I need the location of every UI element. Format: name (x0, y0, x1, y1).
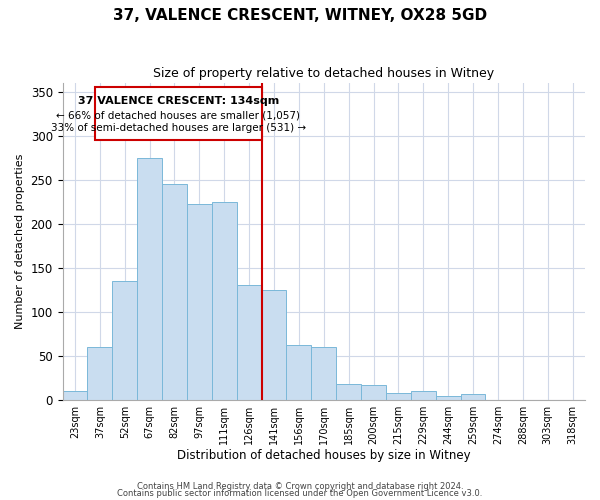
Bar (236, 286, 262, 400)
Bar (262, 290, 286, 400)
Bar (88, 347, 112, 400)
Title: Size of property relative to detached houses in Witney: Size of property relative to detached ho… (153, 68, 494, 80)
Text: Contains public sector information licensed under the Open Government Licence v3: Contains public sector information licen… (118, 489, 482, 498)
X-axis label: Distribution of detached houses by size in Witney: Distribution of detached houses by size … (177, 450, 470, 462)
Bar (361, 385, 386, 400)
Bar (286, 345, 311, 400)
Bar (137, 158, 162, 400)
Text: 33% of semi-detached houses are larger (531) →: 33% of semi-detached houses are larger (… (50, 122, 306, 132)
Text: Contains HM Land Registry data © Crown copyright and database right 2024.: Contains HM Land Registry data © Crown c… (137, 482, 463, 491)
Bar (461, 394, 485, 400)
Bar (187, 204, 212, 400)
Bar (212, 202, 236, 400)
FancyBboxPatch shape (95, 88, 262, 140)
Bar (311, 347, 336, 400)
Bar (62, 391, 88, 400)
Y-axis label: Number of detached properties: Number of detached properties (15, 154, 25, 329)
Bar (162, 184, 187, 400)
Bar (336, 384, 361, 400)
Bar (436, 396, 461, 400)
Text: ← 66% of detached houses are smaller (1,057): ← 66% of detached houses are smaller (1,… (56, 110, 300, 120)
Bar (411, 391, 436, 400)
Bar (386, 392, 411, 400)
Text: 37 VALENCE CRESCENT: 134sqm: 37 VALENCE CRESCENT: 134sqm (77, 96, 279, 106)
Text: 37, VALENCE CRESCENT, WITNEY, OX28 5GD: 37, VALENCE CRESCENT, WITNEY, OX28 5GD (113, 8, 487, 22)
Bar (112, 281, 137, 400)
